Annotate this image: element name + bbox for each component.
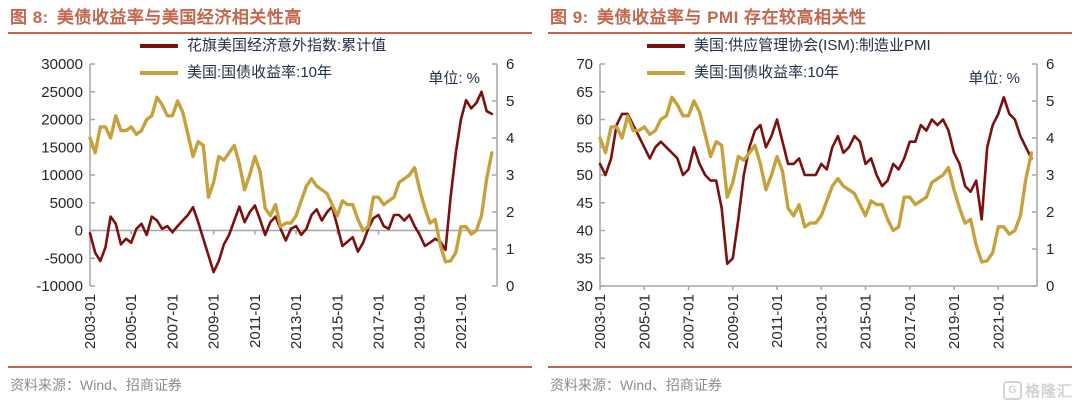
- svg-text:5000: 5000: [50, 195, 83, 212]
- svg-text:2021-01: 2021-01: [453, 294, 470, 349]
- svg-text:2015-01: 2015-01: [329, 294, 346, 349]
- figure-9-legend: 美国:供应管理协会(ISM):制造业PMI 美国:国债收益率:10年: [647, 36, 931, 90]
- svg-text:4: 4: [506, 130, 514, 147]
- figure-9-source-note: 资料来源：Wind、招商证券: [548, 366, 1072, 394]
- figure-9-panel: 图 9: 美债收益率与 PMI 存在较高相关性 70 65 60 55 50 45 40 35 3…: [540, 0, 1080, 406]
- svg-text:2005-01: 2005-01: [123, 294, 140, 349]
- legend-label: 美国:国债收益率:10年: [187, 64, 333, 81]
- svg-text:65: 65: [576, 84, 593, 101]
- figure-9-title-text: 美债收益率与 PMI 存在较高相关性: [596, 8, 867, 27]
- svg-text:2011-01: 2011-01: [769, 294, 786, 348]
- legend-item: 美国:国债收益率:10年: [140, 63, 386, 83]
- svg-text:2013-01: 2013-01: [813, 294, 830, 349]
- svg-text:2017-01: 2017-01: [902, 294, 919, 349]
- svg-text:4: 4: [1046, 130, 1054, 147]
- figure-8-number: 图 8:: [10, 8, 49, 27]
- svg-text:30000: 30000: [41, 56, 83, 73]
- svg-text:2: 2: [506, 204, 514, 221]
- svg-text:45: 45: [576, 195, 593, 212]
- svg-text:25000: 25000: [41, 84, 83, 101]
- svg-text:3: 3: [506, 167, 514, 184]
- svg-text:0: 0: [75, 223, 83, 240]
- gelonghui-watermark: G 格隆汇: [1002, 380, 1073, 401]
- figure-8-source-note: 资料来源：Wind、招商证券: [8, 366, 532, 394]
- svg-text:55: 55: [576, 139, 593, 156]
- figure-9-chart-area: 70 65 60 55 50 45 40 35 30 6 5 4 3 2 1 0 2003-01 2005-01 2…: [548, 34, 1072, 366]
- svg-text:2005-01: 2005-01: [636, 294, 653, 349]
- svg-text:20000: 20000: [41, 112, 83, 129]
- svg-text:1: 1: [1046, 241, 1054, 258]
- figure-8-title-text: 美债收益率与美国经济相关性高: [56, 8, 302, 27]
- legend-item: 美国:国债收益率:10年: [647, 63, 931, 83]
- svg-text:2019-01: 2019-01: [946, 294, 963, 349]
- svg-text:2009-01: 2009-01: [206, 294, 223, 349]
- svg-text:40: 40: [576, 223, 593, 240]
- legend-label: 美国:供应管理协会(ISM):制造业PMI: [694, 37, 931, 54]
- svg-text:0: 0: [506, 278, 514, 295]
- svg-text:1: 1: [506, 241, 514, 258]
- legend-label: 花旗美国经济意外指数:累计值: [187, 37, 387, 54]
- svg-text:0: 0: [1046, 278, 1054, 295]
- svg-text:6: 6: [506, 56, 514, 73]
- svg-text:15000: 15000: [41, 139, 83, 156]
- svg-text:2011-01: 2011-01: [247, 294, 264, 348]
- svg-text:3: 3: [1046, 167, 1054, 184]
- svg-text:2017-01: 2017-01: [371, 294, 388, 349]
- figure-9-number: 图 9:: [550, 8, 589, 27]
- svg-text:2015-01: 2015-01: [858, 294, 875, 349]
- unit-label: 单位: %: [428, 70, 480, 87]
- svg-text:2003-01: 2003-01: [82, 294, 99, 349]
- svg-text:35: 35: [576, 250, 593, 267]
- svg-text:70: 70: [576, 56, 593, 73]
- gelonghui-logo-text: 格隆汇: [1024, 383, 1073, 400]
- gelonghui-logo-icon: G: [1002, 381, 1022, 400]
- legend-line-swatch: [647, 71, 685, 75]
- svg-text:5: 5: [1046, 93, 1054, 110]
- legend-item: 花旗美国经济意外指数:累计值: [140, 36, 386, 56]
- svg-text:60: 60: [576, 112, 593, 129]
- legend-label: 美国:国债收益率:10年: [694, 64, 840, 81]
- figure-8-line-chart: 30000 25000 20000 15000 10000 5000 0 -5000 -1000…: [36, 56, 514, 349]
- svg-text:6: 6: [1046, 56, 1054, 73]
- svg-text:2007-01: 2007-01: [164, 294, 181, 349]
- figure-9-title: 图 9: 美债收益率与 PMI 存在较高相关性: [548, 0, 1072, 34]
- svg-text:-10000: -10000: [36, 278, 83, 295]
- svg-text:2007-01: 2007-01: [681, 294, 698, 349]
- legend-line-swatch: [140, 71, 178, 75]
- svg-text:5: 5: [506, 93, 514, 110]
- figure-8-chart-area: 30000 25000 20000 15000 10000 5000 0 -5000 -1000…: [8, 34, 532, 366]
- svg-text:30: 30: [576, 278, 593, 295]
- unit-label: 单位: %: [968, 70, 1020, 87]
- svg-text:2: 2: [1046, 204, 1054, 221]
- figure-8-legend: 花旗美国经济意外指数:累计值 美国:国债收益率:10年: [140, 36, 386, 90]
- legend-item: 美国:供应管理协会(ISM):制造业PMI: [647, 36, 931, 56]
- legend-line-swatch: [647, 44, 685, 48]
- svg-text:2003-01: 2003-01: [592, 294, 609, 349]
- figure-8-title: 图 8: 美债收益率与美国经济相关性高: [8, 0, 532, 34]
- figure-8-panel: 图 8: 美债收益率与美国经济相关性高 30000 25000 20000 15000 1…: [8, 0, 532, 394]
- svg-text:2009-01: 2009-01: [725, 294, 742, 349]
- svg-text:50: 50: [576, 167, 593, 184]
- svg-text:-5000: -5000: [45, 250, 83, 267]
- svg-text:10000: 10000: [41, 167, 83, 184]
- svg-text:2019-01: 2019-01: [412, 294, 429, 349]
- svg-text:2013-01: 2013-01: [288, 294, 305, 349]
- legend-line-swatch: [140, 44, 178, 48]
- svg-text:2021-01: 2021-01: [990, 294, 1007, 349]
